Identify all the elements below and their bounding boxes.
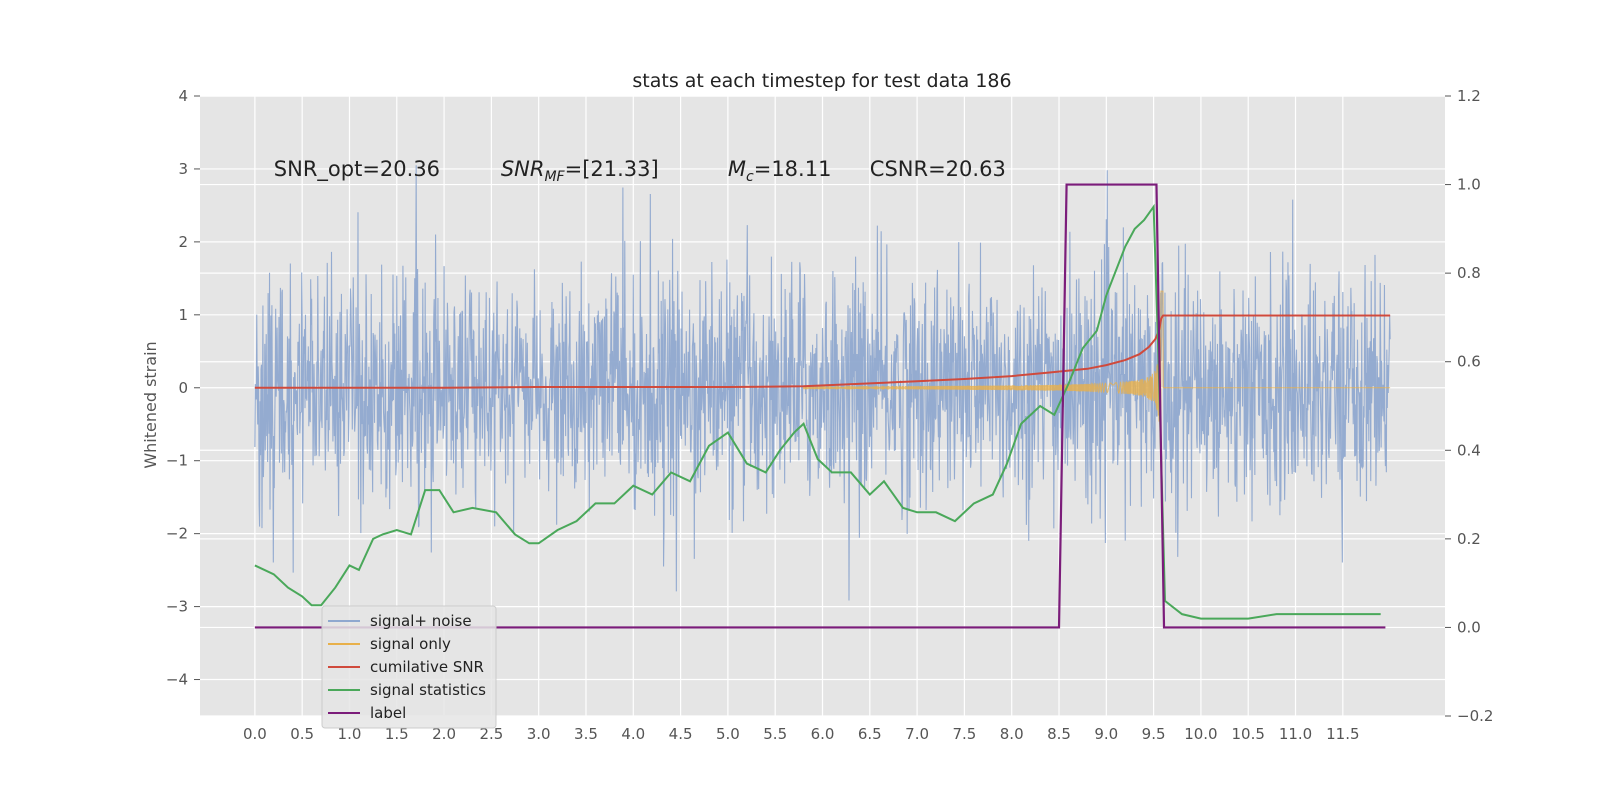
annotation-mc: Mc=18.11 [728, 157, 832, 185]
series-signal-only [803, 290, 1391, 460]
chart-title: stats at each timestep for test data 186 [632, 70, 1011, 92]
y-tick-label: −4 [166, 671, 188, 689]
y-tick-label: 3 [178, 160, 188, 178]
y-tick-label: 1 [178, 306, 188, 324]
annotation-csnr: CSNR=20.63 [870, 157, 1006, 181]
y2-tick-label: 0.2 [1457, 530, 1481, 548]
x-tick-label: 4.5 [669, 725, 693, 743]
x-tick-label: 8.5 [1047, 725, 1071, 743]
annotation-snr-mf: SNRMF=[21.33] [501, 157, 659, 185]
y-tick-label: −1 [166, 452, 188, 470]
x-tick-label: 2.0 [432, 725, 456, 743]
legend-label: signal+ noise [370, 612, 472, 630]
legend: signal+ noise signal only cumilative SNR si… [321, 605, 497, 729]
series-signal-noise [254, 165, 1391, 601]
x-tick-label: 0.0 [243, 725, 267, 743]
y2-tick-label: 0.6 [1457, 353, 1481, 371]
x-tick-label: 1.0 [338, 725, 362, 743]
y2-tick-label: 0.0 [1457, 618, 1481, 636]
y-tick-label: −2 [166, 525, 188, 543]
plot-area [254, 165, 1391, 629]
x-tick-label: 3.5 [574, 725, 598, 743]
annotations: SNR_opt=20.36 SNRMF=[21.33] Mc=18.11 CSNR=2… [274, 157, 1006, 185]
x-tick-label: 9.5 [1142, 725, 1166, 743]
x-tick-label: 7.5 [952, 725, 976, 743]
x-tick-label: 2.5 [479, 725, 503, 743]
x-tick-label: 0.5 [290, 725, 314, 743]
y2-tick-label: 0.4 [1457, 441, 1481, 459]
axes: 0.0 0.5 1.0 1.5 2.0 2.5 3.0 3.5 4.0 4.5 5.0 5.5 6.0 6… [166, 87, 1494, 743]
legend-box [321, 605, 497, 729]
x-tick-label: 8.0 [1000, 725, 1024, 743]
legend-label: signal statistics [370, 681, 486, 699]
x-tick-label: 11.0 [1279, 725, 1312, 743]
y2-tick-label: −0.2 [1457, 707, 1493, 725]
x-tick-label: 3.0 [527, 725, 551, 743]
x-tick-label: 11.5 [1326, 725, 1359, 743]
legend-label: signal only [370, 635, 451, 653]
x-tick-label: 1.5 [385, 725, 409, 743]
legend-label: label [370, 704, 406, 722]
x-tick-label: 5.0 [716, 725, 740, 743]
x-tick-label: 9.0 [1094, 725, 1118, 743]
y2-tick-label: 0.8 [1457, 264, 1481, 282]
series-label [254, 183, 1386, 629]
x-tick-label: 6.5 [858, 725, 882, 743]
y-tick-label: 0 [178, 379, 188, 397]
annotation-snr-opt: SNR_opt=20.36 [274, 157, 440, 182]
y-tick-label: 2 [178, 233, 188, 251]
y2-tick-label: 1.0 [1457, 176, 1481, 194]
x-tick-label: 6.0 [811, 725, 835, 743]
y-tick-label: 4 [178, 87, 188, 105]
x-tick-label: 10.5 [1232, 725, 1265, 743]
y-tick-label: −3 [166, 598, 188, 616]
x-tick-label: 7.0 [905, 725, 929, 743]
series-signal-statistics [254, 203, 1381, 620]
x-tick-label: 10.0 [1184, 725, 1217, 743]
x-tick-label: 4.0 [621, 725, 645, 743]
y2-tick-label: 1.2 [1457, 87, 1481, 105]
x-tick-label: 5.5 [763, 725, 787, 743]
legend-label: cumilative SNR [370, 658, 484, 676]
y-axis-label: Whitened strain [141, 341, 160, 468]
